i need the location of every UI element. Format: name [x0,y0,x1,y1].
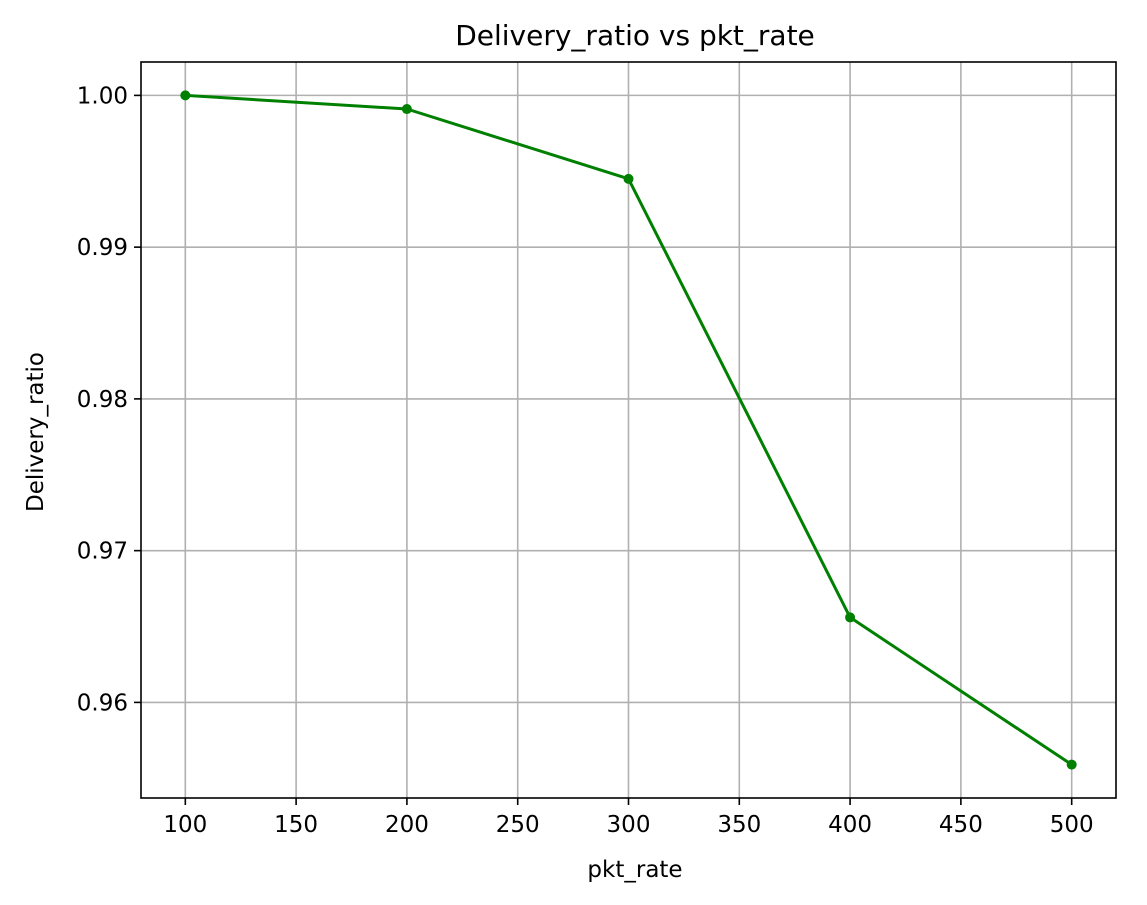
x-tick-label: 400 [828,812,872,838]
y-tick-label: 0.98 [77,387,128,413]
data-point [180,90,191,101]
grid [141,62,1116,798]
y-tick-label: 0.99 [77,235,128,261]
y-axis-label: Delivery_ratio [23,352,49,512]
tick-labels: 100 150 200 250 300 350 400 450 500 0.96 0.97 0.98 0… [77,83,1094,838]
y-tick-label: 0.97 [77,539,128,565]
x-tick-label: 150 [274,812,318,838]
data-point [845,612,856,623]
data-point [623,173,634,184]
chart-title: Delivery_ratio vs pkt_rate [455,19,815,52]
y-tick-label: 1.00 [77,83,128,109]
series-layer [180,90,1077,770]
x-tick-label: 250 [496,812,540,838]
x-tick-label: 100 [163,812,207,838]
ticks [134,94,1073,805]
y-tick-label: 0.96 [77,690,128,716]
x-tick-label: 500 [1050,812,1094,838]
x-axis-label: pkt_rate [587,857,682,883]
x-tick-label: 200 [385,812,429,838]
data-point [401,104,412,115]
x-tick-label: 300 [607,812,651,838]
x-tick-label: 350 [717,812,761,838]
x-tick-label: 450 [939,812,983,838]
data-point [1066,759,1077,770]
